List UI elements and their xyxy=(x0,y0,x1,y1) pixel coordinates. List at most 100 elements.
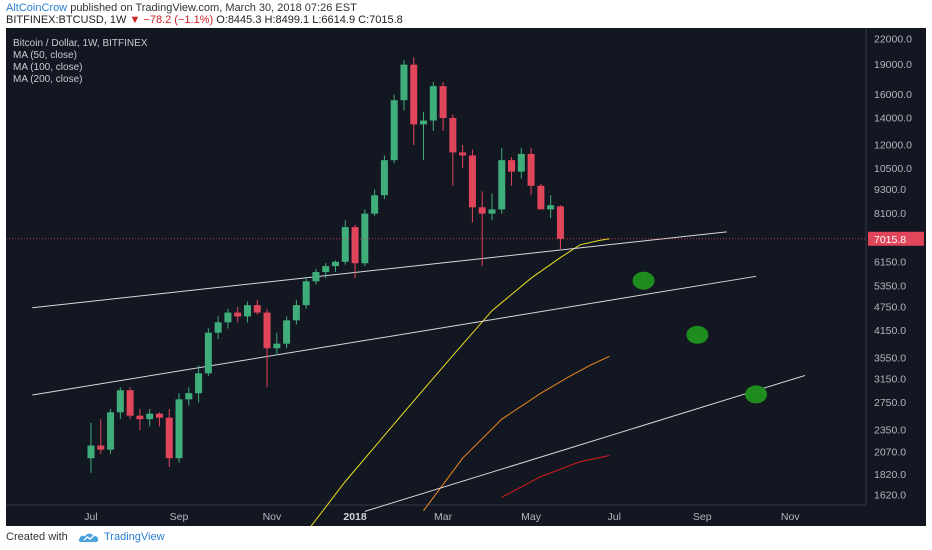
candle-body[interactable] xyxy=(165,417,173,459)
candle-body[interactable] xyxy=(537,185,545,210)
candle-body[interactable] xyxy=(380,160,388,196)
candle-body[interactable] xyxy=(97,445,105,450)
legend-ma200[interactable]: MA (200, close) xyxy=(13,74,83,85)
trendline-3[interactable] xyxy=(364,374,806,512)
candle-body[interactable] xyxy=(312,272,320,282)
candle-body[interactable] xyxy=(410,64,418,125)
candle-body[interactable] xyxy=(341,227,349,262)
candle-body[interactable] xyxy=(498,160,506,210)
symbol-label: BITFINEX:BTCUSD, 1W xyxy=(6,14,127,26)
candle-body[interactable] xyxy=(283,320,291,344)
candle-body[interactable] xyxy=(136,415,144,420)
y-tick-label: 19000.0 xyxy=(874,59,912,71)
high-value: H:8499.1 xyxy=(264,14,310,26)
footer: Created with TradingView xyxy=(0,526,932,550)
candle-body[interactable] xyxy=(361,213,369,264)
last-price-badge xyxy=(868,231,924,246)
y-tick-label: 1820.0 xyxy=(874,469,906,481)
legend-ma50[interactable]: MA (50, close) xyxy=(13,50,77,61)
x-tick-label: Jul xyxy=(84,511,97,523)
publish-info: published on TradingView.com, March 30, … xyxy=(67,2,357,14)
author-link[interactable]: AltCoinCrow xyxy=(6,2,68,14)
x-tick-label: Nov xyxy=(781,511,800,523)
change-value: −78.2 (−1.1%) xyxy=(143,14,214,26)
x-tick-label: Sep xyxy=(170,511,189,523)
publish-line: AltCoinCrow published on TradingView.com… xyxy=(6,2,357,14)
tradingview-brand[interactable]: TradingView xyxy=(104,531,165,543)
candle-body[interactable] xyxy=(185,393,193,400)
ma-line-1[interactable] xyxy=(287,238,610,526)
y-tick-label: 9300.0 xyxy=(874,184,906,196)
y-tick-label: 2070.0 xyxy=(874,447,906,459)
low-value: L:6614.9 xyxy=(312,14,356,26)
candle-body[interactable] xyxy=(214,322,222,333)
candle-body[interactable] xyxy=(302,281,310,306)
y-tick-label: 3550.0 xyxy=(874,352,906,364)
x-tick-label: Mar xyxy=(434,511,453,523)
candle-body[interactable] xyxy=(87,445,95,459)
trendline-2[interactable] xyxy=(32,275,757,396)
candle-body[interactable] xyxy=(116,390,124,413)
candle-body[interactable] xyxy=(146,413,154,420)
x-tick-label: Nov xyxy=(263,511,282,523)
change-arrow-icon: ▼ xyxy=(129,14,141,26)
candle-body[interactable] xyxy=(459,152,467,156)
publish-header: AltCoinCrow published on TradingView.com… xyxy=(0,0,932,28)
y-tick-label: 8100.0 xyxy=(874,208,906,220)
candle-body[interactable] xyxy=(126,390,134,416)
candle-body[interactable] xyxy=(517,153,525,172)
candle-body[interactable] xyxy=(175,399,183,459)
y-tick-label: 4750.0 xyxy=(874,301,906,313)
candle-body[interactable] xyxy=(547,205,555,210)
open-value: O:8445.3 xyxy=(216,14,262,26)
legend-ma100[interactable]: MA (100, close) xyxy=(13,62,83,73)
candle-body[interactable] xyxy=(253,305,261,313)
candle-body[interactable] xyxy=(488,209,496,214)
candle-body[interactable] xyxy=(332,261,339,267)
candle-body[interactable] xyxy=(263,312,271,349)
price-chart[interactable]: 22000.0 19000.0 16000.0 14000.0 12000.0 10500… xyxy=(6,28,926,526)
candle-body[interactable] xyxy=(273,343,281,349)
y-tick-label: 3150.0 xyxy=(874,373,906,385)
y-tick-label: 10500.0 xyxy=(874,163,912,175)
ma-line-2[interactable] xyxy=(423,355,610,512)
candle-body[interactable] xyxy=(556,206,564,239)
target-marker-2[interactable] xyxy=(686,325,709,344)
chart-panel[interactable]: 22000.0 19000.0 16000.0 14000.0 12000.0 10500… xyxy=(6,28,926,526)
tradingview-logo-icon xyxy=(78,533,99,542)
candle-body[interactable] xyxy=(107,412,115,450)
target-marker-3[interactable] xyxy=(745,385,768,404)
candle-body[interactable] xyxy=(322,266,330,273)
target-marker-1[interactable] xyxy=(632,271,655,290)
candle-body[interactable] xyxy=(371,195,379,214)
candle-body[interactable] xyxy=(390,100,398,161)
y-tick-label: 5350.0 xyxy=(874,281,906,293)
y-tick-label: 14000.0 xyxy=(874,113,912,125)
candle-body[interactable] xyxy=(195,373,203,394)
candle-body[interactable] xyxy=(243,305,251,317)
candle-body[interactable] xyxy=(439,86,447,119)
trendline-1[interactable] xyxy=(32,231,727,309)
y-tick-label: 16000.0 xyxy=(874,89,912,101)
y-tick-label: 2750.0 xyxy=(874,397,906,409)
candle-body[interactable] xyxy=(351,227,359,264)
candle-body[interactable] xyxy=(224,312,232,323)
candle-body[interactable] xyxy=(155,413,163,418)
chart-legend: Bitcoin / Dollar, 1W, BITFINEX MA (50, c… xyxy=(13,38,147,86)
candle-body[interactable] xyxy=(400,64,408,101)
candle-body[interactable] xyxy=(234,312,242,317)
candle-body[interactable] xyxy=(429,86,437,121)
candle-body[interactable] xyxy=(292,305,300,321)
candle-body[interactable] xyxy=(468,155,476,208)
x-tick-label: May xyxy=(521,511,542,523)
x-tick-label: Sep xyxy=(693,511,712,523)
candle-body[interactable] xyxy=(527,153,535,186)
legend-title: Bitcoin / Dollar, 1W, BITFINEX xyxy=(13,38,148,49)
candle-body[interactable] xyxy=(204,332,212,374)
candle-body[interactable] xyxy=(508,160,516,172)
candle-body[interactable] xyxy=(478,207,486,214)
ma-line-3[interactable] xyxy=(501,455,610,498)
y-tick-label: 22000.0 xyxy=(874,34,912,46)
candle-body[interactable] xyxy=(449,118,457,153)
candle-body[interactable] xyxy=(420,120,428,125)
